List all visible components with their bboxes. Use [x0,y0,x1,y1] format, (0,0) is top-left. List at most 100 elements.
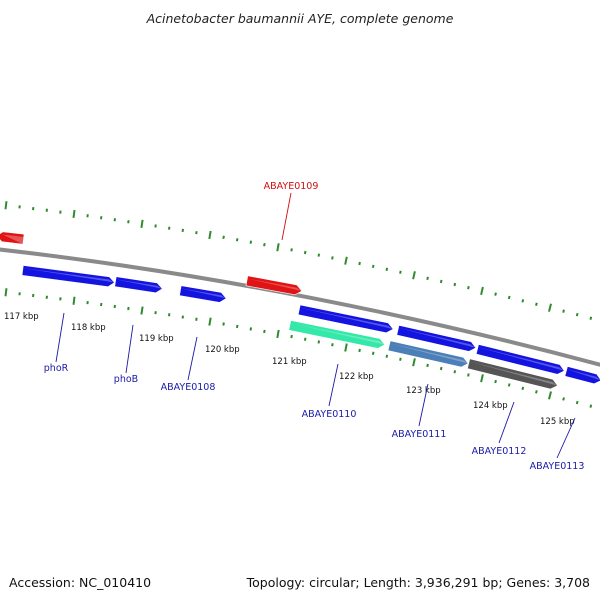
lower-ring-tick [331,343,334,347]
gene-feature [297,304,394,334]
gene-label-leader [418,383,429,427]
gene-feature-highlight [389,343,469,364]
gene-label: ABAYE0109 [264,181,319,192]
lower-ring-tick [494,379,497,384]
upper-ring-tick [331,256,334,260]
gene-feature [288,320,386,349]
map-title: Acinetobacter baumannii AYE, complete ge… [146,11,454,26]
lower-ring-tick [399,357,402,361]
gene-feature-highlight [299,307,394,330]
lower-ring-tick [439,366,443,371]
lower-ring-tick [548,391,552,400]
upper-ring-tick [575,312,579,317]
gene-label: ABAYE0111 [392,429,447,440]
scale-label: 125 kbp [540,417,575,427]
gene-feature-highlight [477,347,565,371]
lower-ring-tick [575,400,579,405]
lower-ring-tick [589,404,593,408]
upper-ring-tick [303,250,307,255]
lower-ring-tick [453,370,457,374]
upper-ring-tick [467,286,470,290]
gene-label-leader [556,417,576,459]
lower-ring-tick [521,386,525,391]
gene-feature-highlight [469,361,558,386]
upper-ring-tick [399,270,402,274]
scale-label: 118 kbp [71,323,106,333]
upper-ring-tick [249,240,253,244]
lower-ring-tick [385,354,389,358]
gene-feature-highlight [2,234,24,245]
upper-ring-tick [371,264,375,269]
lower-ring-tick [222,322,225,326]
lower-ring-tick [358,348,361,353]
scale-label: 117 kbp [4,312,39,322]
gene-feature [396,324,477,352]
upper-ring-tick [589,316,593,320]
gene-feature-highlight [290,323,385,345]
upper-ring-tick [385,267,389,271]
upper-ring-tick [344,256,348,265]
upper-ring-tick [276,243,280,252]
scale-label: 121 kbp [272,357,307,367]
scale-label: 124 kbp [473,401,508,411]
gene-label: ABAYE0110 [302,409,357,420]
gene-feature-highlight [180,288,227,299]
lower-tick-ring [4,288,593,408]
lower-ring-tick [507,383,511,387]
lower-ring-tick [412,358,416,367]
lower-ring-tick [317,340,321,344]
gene-label-leader [125,324,134,374]
gene-feature [114,276,163,294]
scale-labels: 117 kbp 118 kbp 119 kbp 120 kbp 121 kbp 122 k… [4,312,575,427]
gene-feature-highlight [115,279,163,289]
lower-ring-tick [208,317,212,326]
gene-feature [467,358,559,390]
gene-label-leader [55,312,65,363]
upper-ring-tick [535,302,538,306]
gene-feature-highlight [398,327,476,348]
upper-ring-tick [4,201,8,210]
upper-ring-tick [222,235,225,239]
gene-feature-highlight [566,369,600,381]
scale-label: 119 kbp [139,334,174,344]
upper-ring-tick [426,276,429,280]
gene-label: phoB [114,374,138,385]
gene-feature [564,366,600,385]
upper-ring-tick [453,282,457,287]
feature-track [0,231,600,390]
lower-ring-tick [263,329,266,334]
gene-label: ABAYE0112 [472,446,527,457]
gene-feature-highlight [22,268,115,283]
gene-label-leader [328,363,339,407]
upper-ring-tick [235,238,239,242]
genome-summary-text: Topology: circular; Length: 3,936,291 bp… [246,575,590,590]
upper-ring-tick [507,295,511,300]
lower-ring-tick [249,327,253,331]
upper-ring-tick [439,279,443,284]
scale-label: 120 kbp [205,345,240,355]
upper-ring-tick [494,292,497,296]
gene-labels: ABAYE0109 phoR phoB ABAYE0108 ABAYE0110 ABAYE… [44,181,585,472]
gene-feature [0,231,25,245]
upper-ring-tick [317,253,321,257]
lower-ring-tick [535,390,538,394]
upper-ring-tick [521,299,525,303]
upper-ring-tick [562,309,565,313]
upper-ring-tick [290,248,293,252]
upper-ring-tick [548,303,552,312]
upper-ring-tick [208,230,212,240]
gene-feature [475,344,565,375]
accession-text: Accession: NC_010410 [9,575,151,590]
lower-ring-tick [344,343,348,352]
gene-label-leader [187,336,198,381]
lower-ring-tick [303,337,307,341]
upper-ring-tick [263,243,266,247]
lower-ring-tick [426,363,429,368]
lower-ring-tick [235,324,239,329]
lower-ring-tick [276,329,280,339]
gene-label-leader [498,401,515,444]
lower-ring-tick [562,397,565,401]
gene-label: ABAYE0108 [161,382,216,393]
gene-feature [387,340,469,368]
scale-label: 123 kbp [406,386,441,396]
